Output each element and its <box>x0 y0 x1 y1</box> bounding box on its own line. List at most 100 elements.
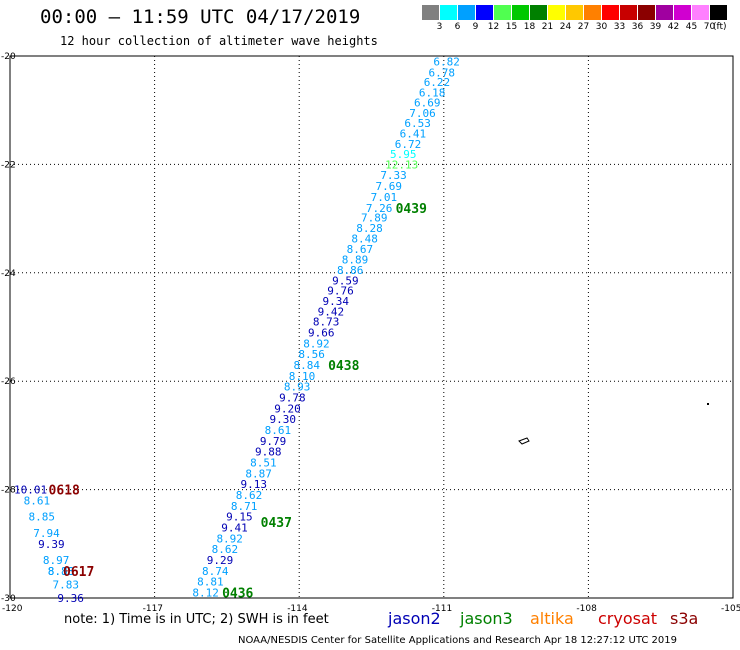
map-border <box>9 55 734 599</box>
wave-height-value: 8.18 <box>48 565 75 578</box>
colorbar-swatch <box>674 5 691 20</box>
colorbar-label: 21 <box>541 22 554 32</box>
pass-number-label: 0438 <box>328 359 359 374</box>
x-tick-label: -120 <box>2 604 23 614</box>
colorbar-unit: (ft) <box>713 22 727 32</box>
y-tick-label: -24 <box>1 269 16 279</box>
page-title: 00:00 — 11:59 UTC 04/17/2019 <box>40 6 361 28</box>
wave-height-value: 9.41 <box>221 522 248 535</box>
x-tick-label: -108 <box>576 604 597 614</box>
wave-height-value: 8.71 <box>231 500 258 513</box>
wave-height-value: 8.48 <box>351 233 378 246</box>
y-tick-label: -30 <box>1 594 16 604</box>
wave-height-value: 8.73 <box>313 316 340 329</box>
map-grid <box>10 56 733 598</box>
pass-number-label: 0618 <box>49 484 80 499</box>
colorbar-swatch <box>512 5 529 20</box>
wave-height-value: 9.15 <box>226 511 253 524</box>
page-subtitle: 12 hour collection of altimeter wave hei… <box>60 34 378 48</box>
colorbar-swatch <box>602 5 619 20</box>
colorbar-label: 9 <box>472 22 479 32</box>
wave-height-value: 8.51 <box>250 457 277 470</box>
wave-height-value: 12.13 <box>385 158 418 171</box>
legend-s3a: s3a <box>670 609 699 628</box>
wave-height-value: 7.94 <box>33 527 60 540</box>
wave-height-value: 8.92 <box>303 337 330 350</box>
wave-height-value: 6.72 <box>395 138 422 151</box>
wave-height-value: 9.78 <box>279 391 306 404</box>
colorbar-swatch <box>476 5 493 20</box>
wave-height-value: 8.67 <box>347 243 374 256</box>
x-tick-label: -105 <box>721 604 740 614</box>
pass-number-label: 0617 <box>63 565 94 580</box>
wave-height-value: 6.53 <box>404 117 431 130</box>
wave-height-value: 8.87 <box>245 467 271 480</box>
colorbar-label: 70 <box>703 22 716 32</box>
legend-note: note: 1) Time is in UTC; 2) SWH is in fe… <box>64 612 329 627</box>
x-tick-label: -111 <box>432 604 452 614</box>
colorbar-label: 6 <box>454 22 461 32</box>
colorbar-swatch <box>566 5 583 20</box>
legend-jason3: jason3 <box>460 609 513 628</box>
colorbar-swatch <box>656 5 673 20</box>
colorbar-label: 36 <box>631 22 644 32</box>
wave-height-value: 7.83 <box>53 578 79 591</box>
map-frame <box>9 55 734 599</box>
y-tick-label: -22 <box>1 160 16 170</box>
colorbar-swatch <box>548 5 565 20</box>
legend-jason2: jason2 <box>388 609 441 628</box>
legend-altika: altika <box>530 609 574 628</box>
colorbar-label: 42 <box>667 22 680 32</box>
colorbar-label: 45 <box>685 22 698 32</box>
wave-height-value: 9.42 <box>318 305 345 318</box>
wave-height-value: 9.13 <box>241 478 267 491</box>
wave-height-value: 8.93 <box>284 381 311 394</box>
colorbar-label: 30 <box>595 22 608 32</box>
wave-height-value: 9.66 <box>308 326 335 339</box>
wave-height-value: 8.84 <box>294 359 321 372</box>
wave-height-value: 9.76 <box>327 285 354 298</box>
wave-height-value: 9.36 <box>57 592 84 605</box>
colorbar-swatch <box>422 5 439 20</box>
colorbar-label: 24 <box>559 22 572 32</box>
colorbar-label: 3 <box>436 22 443 32</box>
wave-height-value: 8.85 <box>28 511 55 524</box>
colorbar-swatch <box>584 5 601 20</box>
wave-height-value: 8.92 <box>216 532 243 545</box>
pass-number-label: 0439 <box>396 202 427 217</box>
wave-height-value: 6.69 <box>414 97 441 110</box>
wave-height-value: 6.18 <box>419 86 446 99</box>
wave-height-value: 9.39 <box>38 538 65 551</box>
wave-height-value: 8.28 <box>356 222 383 235</box>
wave-height-value: 9.88 <box>255 446 282 459</box>
wave-height-value: 8.61 <box>265 424 292 437</box>
wave-height-value: 8.56 <box>298 348 325 361</box>
wave-height-value: 8.97 <box>43 554 70 567</box>
wave-height-value: 9.79 <box>260 435 287 448</box>
island-dot <box>707 403 709 405</box>
pass-number-label: 0437 <box>261 516 292 531</box>
colorbar-swatch <box>530 5 547 20</box>
wave-height-value: 7.01 <box>371 191 398 204</box>
wave-height-value: 8.62 <box>212 543 239 556</box>
wave-height-value: 9.20 <box>274 402 301 415</box>
wave-height-value: 7.33 <box>380 169 407 182</box>
wave-height-value: 7.06 <box>409 107 436 120</box>
island-outline <box>518 437 530 445</box>
wave-height-value: 9.30 <box>269 413 296 426</box>
x-tick-label: -114 <box>287 604 308 614</box>
wave-height-value: 9.29 <box>207 554 234 567</box>
colorbar-label: 39 <box>649 22 662 32</box>
colorbar-swatch <box>638 5 655 20</box>
colorbar-swatch <box>494 5 511 20</box>
wave-height-value: 9.59 <box>332 274 359 287</box>
colorbar-label: 18 <box>523 22 536 32</box>
colorbar-swatch <box>710 5 727 20</box>
wave-height-value: 8.89 <box>342 253 369 266</box>
x-tick-label: -117 <box>143 604 163 614</box>
wave-height-value: 8.62 <box>236 489 263 502</box>
wave-height-value: 10.01 <box>14 484 47 497</box>
credit-line: NOAA/NESDIS Center for Satellite Applica… <box>238 635 677 646</box>
colorbar-label: 27 <box>577 22 590 32</box>
